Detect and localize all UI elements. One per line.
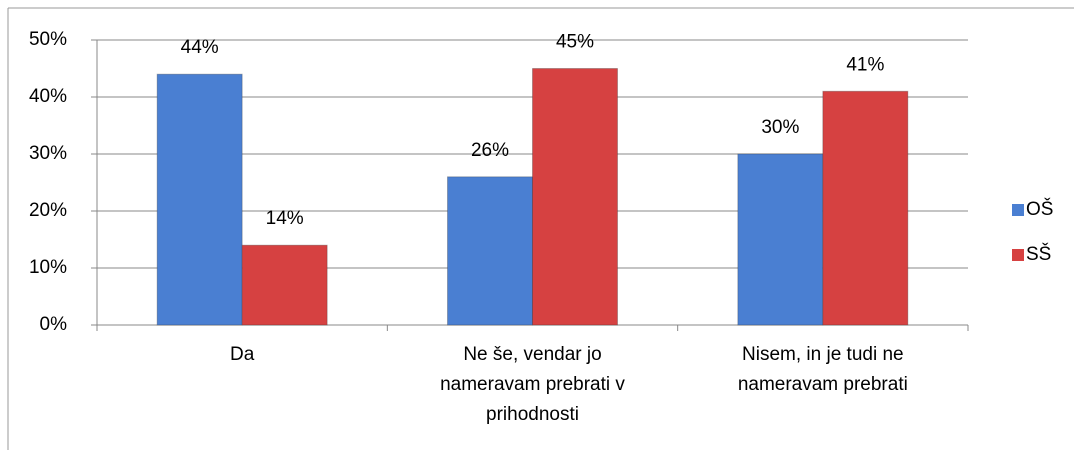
bar bbox=[156, 73, 243, 326]
y-tick-label: 0% bbox=[40, 314, 68, 335]
bar bbox=[737, 153, 824, 326]
value-label: 45% bbox=[556, 32, 594, 53]
x-tick-label: Nisem, in je tudi ne nameravam prebrati bbox=[737, 344, 908, 395]
y-tick-label: 10% bbox=[29, 257, 67, 278]
value-label: 41% bbox=[846, 54, 884, 75]
value-label: 30% bbox=[761, 117, 799, 138]
bar bbox=[822, 90, 909, 326]
value-label: 26% bbox=[471, 140, 509, 161]
bar bbox=[532, 68, 618, 326]
x-tick-label: Ne še, vendar jo nameravam prebrati v pr… bbox=[440, 344, 625, 425]
legend-swatch bbox=[1012, 249, 1024, 261]
bar bbox=[447, 176, 533, 326]
y-tick-label: 50% bbox=[29, 29, 67, 50]
legend-swatch bbox=[1012, 204, 1024, 216]
legend-label: OŠ bbox=[1026, 198, 1053, 220]
legend-label: SŠ bbox=[1026, 243, 1051, 265]
y-tick-label: 20% bbox=[29, 200, 67, 221]
x-tick-label: Da bbox=[230, 344, 255, 365]
value-label: 14% bbox=[266, 208, 304, 229]
bar bbox=[241, 244, 328, 326]
y-tick-label: 40% bbox=[29, 86, 67, 107]
value-label: 44% bbox=[181, 37, 219, 58]
y-tick-label: 30% bbox=[29, 143, 67, 164]
